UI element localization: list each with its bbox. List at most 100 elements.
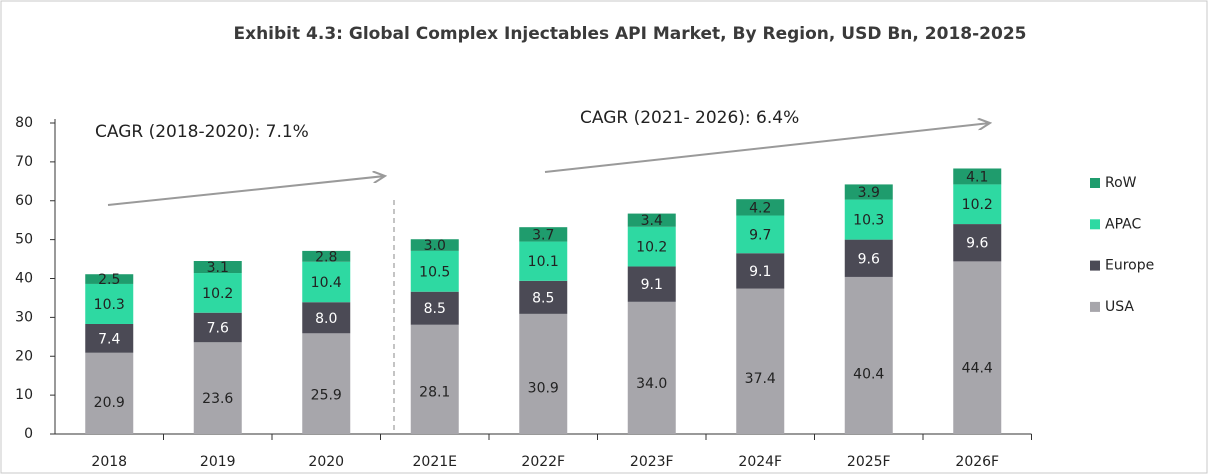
value-label: 37.4 — [745, 371, 776, 387]
bar-segment — [410, 250, 459, 292]
value-label: 23.6 — [202, 391, 233, 407]
bar-segment — [736, 288, 785, 434]
arrow — [544, 123, 990, 173]
arrow — [107, 176, 385, 206]
x-tick-label: 2019 — [200, 454, 236, 470]
legend-swatch — [1090, 260, 1100, 271]
y-tick-label: 40 — [15, 271, 33, 287]
value-label: 3.4 — [641, 213, 663, 229]
bar-segment — [193, 261, 242, 274]
bar-segment — [410, 291, 459, 325]
value-label: 10.3 — [94, 297, 125, 313]
bar-segment — [953, 261, 1002, 434]
bar-segment — [410, 324, 459, 434]
chart-title: Exhibit 4.3: Global Complex Injectables … — [234, 24, 1027, 44]
bar-segment — [844, 199, 893, 240]
legend-label: RoW — [1105, 175, 1137, 191]
annotation: CAGR (2018-2020): 7.1% — [95, 122, 309, 142]
x-tick-label: 2024F — [738, 454, 782, 470]
legend-label: Europe — [1105, 258, 1154, 274]
value-label: 2.8 — [315, 249, 337, 265]
y-tick-label: 0 — [24, 426, 33, 442]
value-label: 30.9 — [528, 380, 559, 396]
value-label: 8.5 — [424, 301, 446, 317]
bar-segment — [736, 253, 785, 289]
value-label: 10.2 — [636, 240, 667, 256]
value-label: 10.1 — [528, 254, 559, 270]
value-label: 9.6 — [858, 251, 880, 267]
y-tick-label: 10 — [15, 387, 33, 403]
bar-segment — [302, 250, 351, 262]
y-tick-label: 30 — [15, 309, 33, 325]
bar-segment — [519, 241, 568, 281]
x-tick-label: 2022F — [521, 454, 565, 470]
bar-segment — [302, 333, 351, 434]
y-tick-label: 60 — [15, 193, 33, 209]
bar-segment — [627, 226, 676, 267]
y-tick-label: 20 — [15, 348, 33, 364]
bar-segment — [302, 302, 351, 334]
bar-segment — [302, 261, 351, 303]
bar-segment — [627, 213, 676, 227]
value-label: 25.9 — [311, 388, 342, 404]
bar-segment — [844, 184, 893, 200]
annotation: CAGR (2021- 2026): 6.4% — [580, 108, 799, 128]
bar-segment — [519, 227, 568, 242]
bar-segment — [736, 215, 785, 254]
value-label: 10.2 — [202, 286, 233, 302]
value-label: 7.4 — [98, 331, 120, 347]
y-tick-label: 50 — [15, 232, 33, 248]
x-tick-label: 2026F — [955, 454, 999, 470]
value-label: 8.0 — [315, 311, 337, 327]
legend-label: USA — [1105, 299, 1134, 315]
value-label: 34.0 — [636, 376, 667, 392]
bar-segment — [736, 199, 785, 216]
legend-label: APAC — [1105, 216, 1141, 232]
value-label: 8.5 — [532, 290, 554, 306]
value-label: 4.2 — [749, 200, 771, 216]
bar-segment — [519, 280, 568, 314]
x-tick-label: 2021E — [413, 454, 457, 470]
bar-segment — [193, 312, 242, 343]
value-label: 40.4 — [853, 366, 884, 382]
bar-segment — [193, 273, 242, 313]
bar-segment — [627, 266, 676, 302]
value-label: 28.1 — [419, 384, 450, 400]
value-label: 3.1 — [207, 260, 229, 276]
bar-segment — [85, 352, 134, 434]
value-label: 20.9 — [94, 395, 125, 411]
value-label: 10.2 — [962, 197, 993, 213]
x-tick-label: 2018 — [91, 454, 127, 470]
value-label: 9.7 — [749, 227, 771, 243]
x-tick-label: 2023F — [630, 454, 674, 470]
x-tick-label: 2020 — [308, 454, 344, 470]
bar-segment — [844, 239, 893, 277]
value-label: 3.7 — [532, 227, 554, 243]
legend-swatch — [1090, 219, 1100, 230]
value-label: 9.1 — [641, 277, 663, 293]
legend-swatch — [1090, 301, 1100, 312]
y-tick-label: 80 — [15, 115, 33, 131]
value-label: 10.4 — [311, 275, 342, 291]
value-label: 4.1 — [966, 169, 988, 185]
bar-segment — [627, 301, 676, 434]
value-label: 44.4 — [962, 360, 993, 376]
bar-segment — [844, 276, 893, 434]
value-label: 10.5 — [419, 264, 450, 280]
bar-segment — [953, 224, 1002, 262]
bar-segment — [519, 313, 568, 434]
value-label: 9.1 — [749, 264, 771, 280]
bar-segment — [953, 184, 1002, 225]
bar-segment — [85, 323, 134, 353]
bar-segment — [410, 239, 459, 251]
y-tick-label: 70 — [15, 154, 33, 170]
bar-segment — [85, 283, 134, 324]
x-tick-label: 2025F — [847, 454, 891, 470]
bar-segment — [85, 274, 134, 284]
bar-segment — [193, 342, 242, 434]
value-label: 3.9 — [858, 185, 880, 201]
value-label: 3.0 — [424, 238, 446, 254]
legend-swatch — [1090, 178, 1100, 188]
